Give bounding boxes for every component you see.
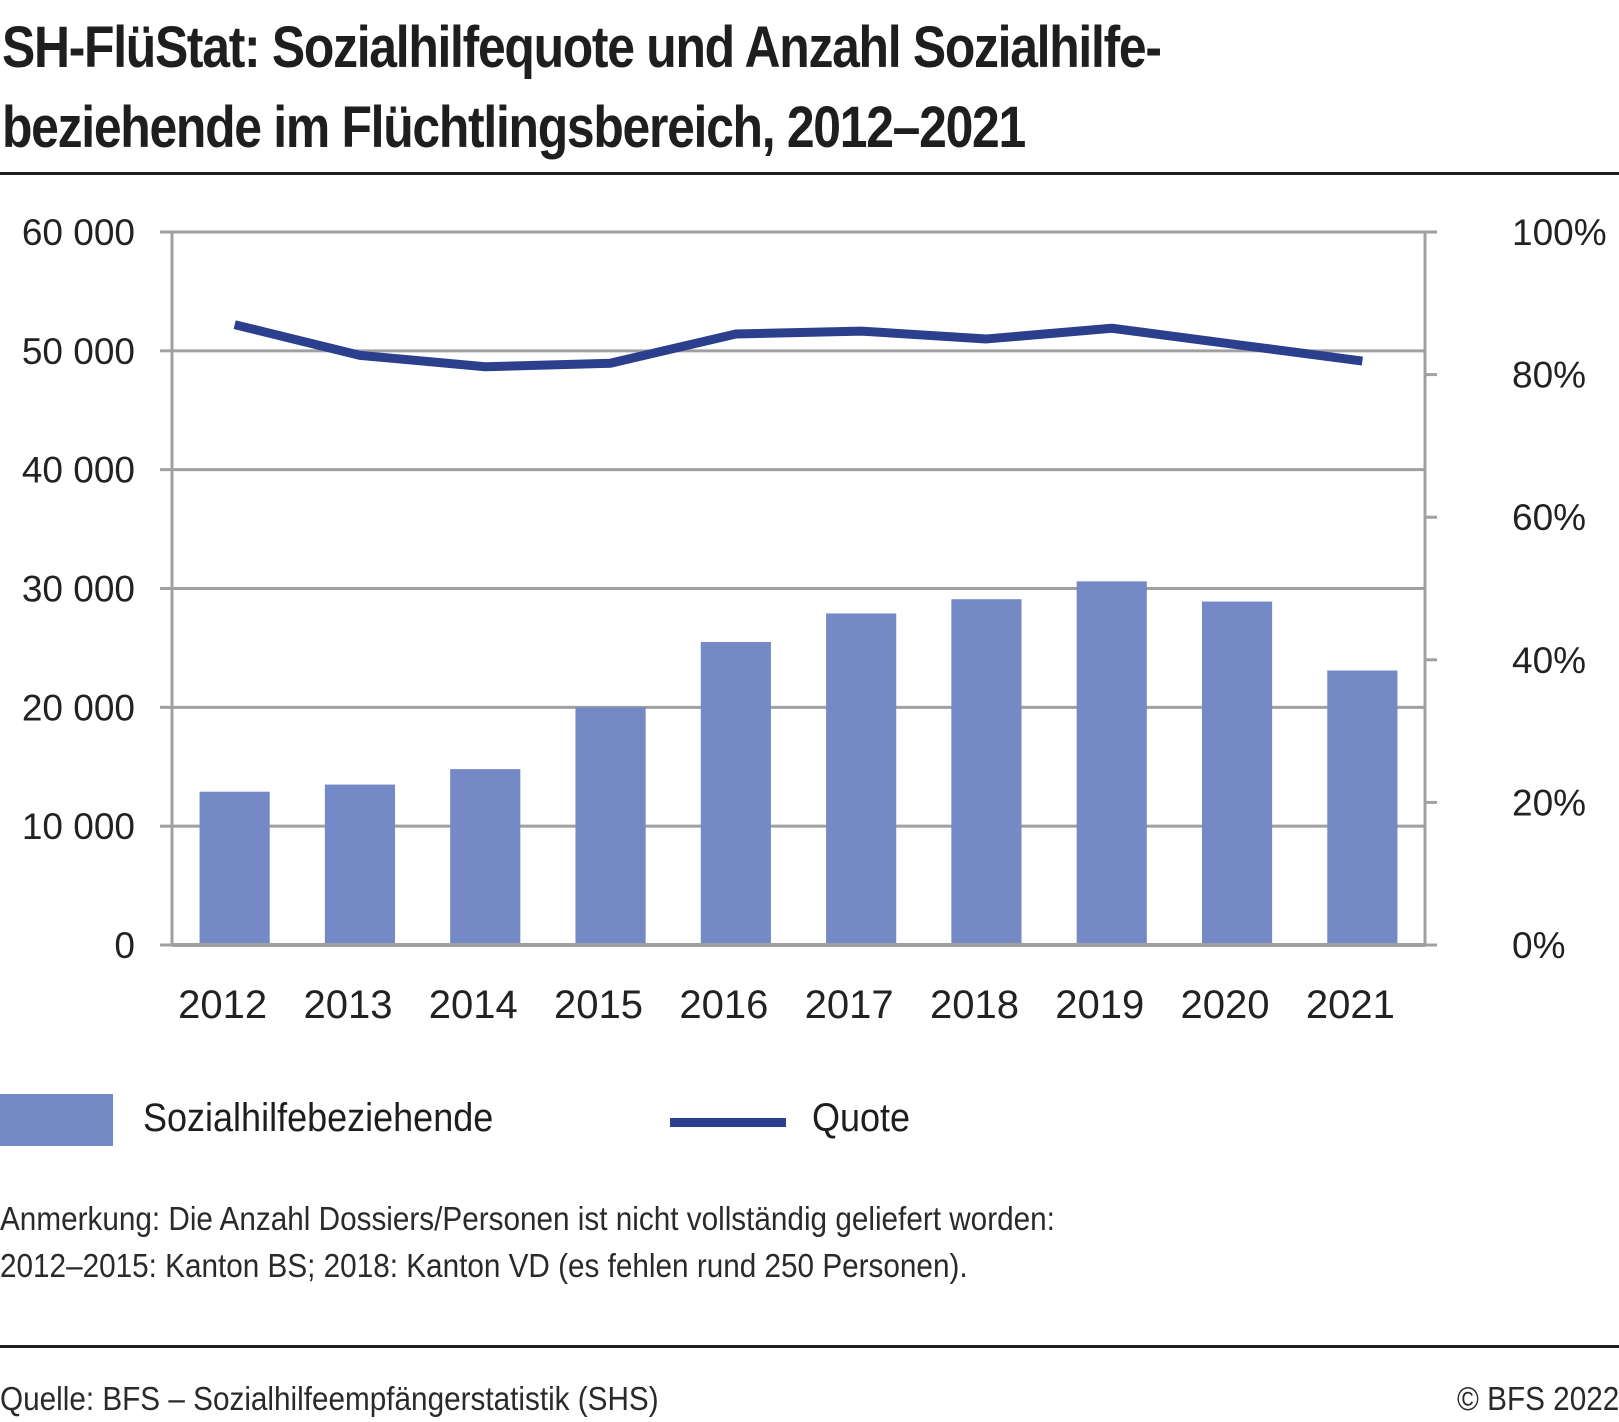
- right-axis-tick-label: 20%: [1512, 782, 1586, 823]
- legend-label-bars: Sozialhilfebeziehende: [143, 1096, 494, 1140]
- bar-2018: [951, 599, 1022, 945]
- x-axis-tick-label: 2017: [805, 983, 894, 1027]
- left-axis-tick-label: 40 000: [22, 450, 135, 491]
- chart-title-line-2: beziehende im Flüchtlingsbereich, 2012–2…: [2, 95, 1026, 160]
- note-line-2: 2012–2015: Kanton BS; 2018: Kanton VD (e…: [0, 1247, 968, 1284]
- right-axis-tick-label: 40%: [1512, 640, 1586, 681]
- left-axis-tick-label: 50 000: [22, 331, 135, 372]
- bar-2020: [1201, 601, 1273, 945]
- right-axis-tick-label: 100%: [1512, 212, 1607, 253]
- legend-swatch-line: [670, 1118, 786, 1127]
- right-axis-tick-label: 60%: [1512, 497, 1586, 538]
- x-axis-tick-label: 2020: [1181, 983, 1270, 1027]
- title-divider: [0, 172, 1619, 175]
- left-axis-tick-label: 60 000: [22, 212, 135, 253]
- x-axis-tick-label: 2015: [554, 983, 643, 1027]
- combo-chart: 0 10 000 20 000 30 000 40 000 50 000 60 000 0% 2…: [22, 212, 1607, 1027]
- bar-2019: [1076, 581, 1147, 945]
- bar-2015: [575, 707, 646, 945]
- bar-2012: [199, 791, 270, 945]
- legend-label-line: Quote: [812, 1096, 911, 1140]
- bar-2014: [450, 769, 521, 945]
- left-axis-tick-label: 30 000: [22, 569, 135, 610]
- x-axis-tick-label: 2012: [178, 983, 267, 1027]
- chart-title-line-1: SH-FlüStat: Sozialhilfequote und Anzahl …: [2, 15, 1162, 80]
- left-axis-tick-label: 0: [114, 925, 135, 966]
- right-axis-tick-label: 80%: [1512, 355, 1586, 396]
- x-axis-tick-label: 2021: [1306, 983, 1395, 1027]
- note-line-1: Anmerkung: Die Anzahl Dossiers/Personen …: [0, 1200, 1055, 1237]
- bar-2016: [700, 641, 771, 945]
- bar-2017: [826, 613, 897, 945]
- right-axis-tick-label: 0%: [1512, 925, 1565, 966]
- x-axis-tick-label: 2014: [429, 983, 518, 1027]
- x-axis-tick-label: 2019: [1055, 983, 1144, 1027]
- left-axis-tick-label: 20 000: [22, 687, 135, 728]
- legend-swatch-bars: [0, 1094, 113, 1146]
- bar-2013: [324, 784, 396, 945]
- copyright-text: © BFS 2022: [1456, 1380, 1619, 1417]
- x-axis-tick-label: 2018: [930, 983, 1019, 1027]
- footer-divider: [0, 1345, 1619, 1348]
- x-axis-tick-label: 2016: [679, 983, 768, 1027]
- chart-title: SH-FlüStat: Sozialhilfequote und Anzahl …: [2, 8, 1378, 168]
- x-axis-tick-label: 2013: [303, 983, 392, 1027]
- left-axis-tick-label: 10 000: [22, 806, 135, 847]
- source-text: Quelle: BFS – Sozialhilfeempfängerstatis…: [0, 1380, 659, 1417]
- bar-2021: [1327, 670, 1398, 945]
- quote-line: [233, 320, 1363, 372]
